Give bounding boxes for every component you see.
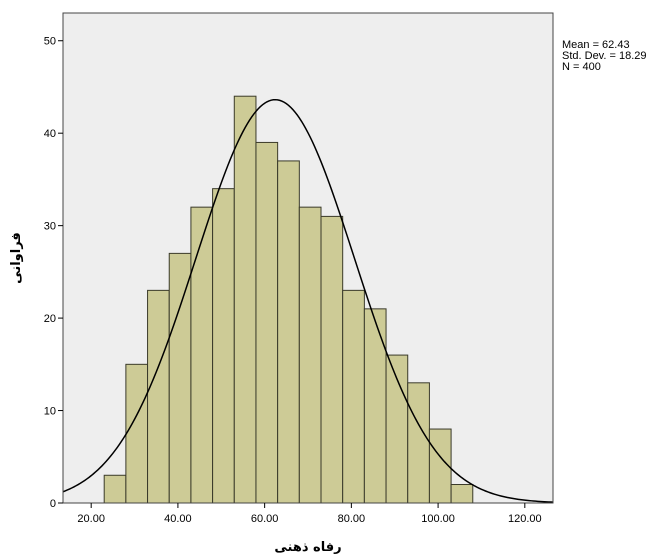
stat-mean: Mean = 62.43 xyxy=(562,39,630,51)
y-axis-label: فراوانی xyxy=(9,232,24,284)
x-tick-label: 100.00 xyxy=(421,513,455,525)
histogram-bar-17 xyxy=(450,484,474,504)
normal-curve xyxy=(62,98,554,503)
histogram-bar-12 xyxy=(342,289,365,504)
y-tick-label: 30 xyxy=(44,221,56,233)
histogram-bar-8 xyxy=(255,141,279,504)
y-axis: 0 10 20 30 40 50 xyxy=(44,36,63,510)
histogram-bar-10 xyxy=(298,206,322,504)
histogram-bar-4 xyxy=(168,252,192,504)
x-tick-label: 20.00 xyxy=(77,513,105,525)
histogram-bar-13 xyxy=(363,308,387,504)
histogram-bar-11 xyxy=(320,215,344,504)
x-axis: 20.00 40.00 60.00 80.00 100.00 120.00 xyxy=(77,503,542,525)
histogram-bar-3 xyxy=(147,289,170,504)
y-tick-label: 40 xyxy=(44,128,56,140)
y-tick-label: 20 xyxy=(44,313,56,325)
stat-std-dev: Std. Dev. = 18.29 xyxy=(562,50,647,62)
y-tick-label: 0 xyxy=(50,498,56,510)
x-tick-label: 40.00 xyxy=(164,513,192,525)
histogram-bar-7 xyxy=(233,95,257,504)
histogram-bars xyxy=(103,95,474,504)
histogram-bar-15 xyxy=(407,382,430,504)
y-tick-label: 50 xyxy=(44,36,56,48)
x-tick-label: 120.00 xyxy=(508,513,542,525)
x-tick-label: 80.00 xyxy=(338,513,366,525)
plot-frame xyxy=(62,12,554,504)
histogram-bar-6 xyxy=(212,188,235,504)
stat-n: N = 400 xyxy=(562,61,601,73)
histogram-bar-2 xyxy=(125,363,149,504)
x-axis-label: رفاه ذهنی xyxy=(274,540,341,555)
x-tick-label: 60.00 xyxy=(251,513,279,525)
histogram-bar-1 xyxy=(103,474,127,504)
histogram-bar-9 xyxy=(277,160,300,504)
y-tick-label: 10 xyxy=(44,406,56,418)
statistics-box: Mean = 62.43 Std. Dev. = 18.29 N = 400 xyxy=(562,39,647,73)
histogram-bar-5 xyxy=(190,206,214,504)
